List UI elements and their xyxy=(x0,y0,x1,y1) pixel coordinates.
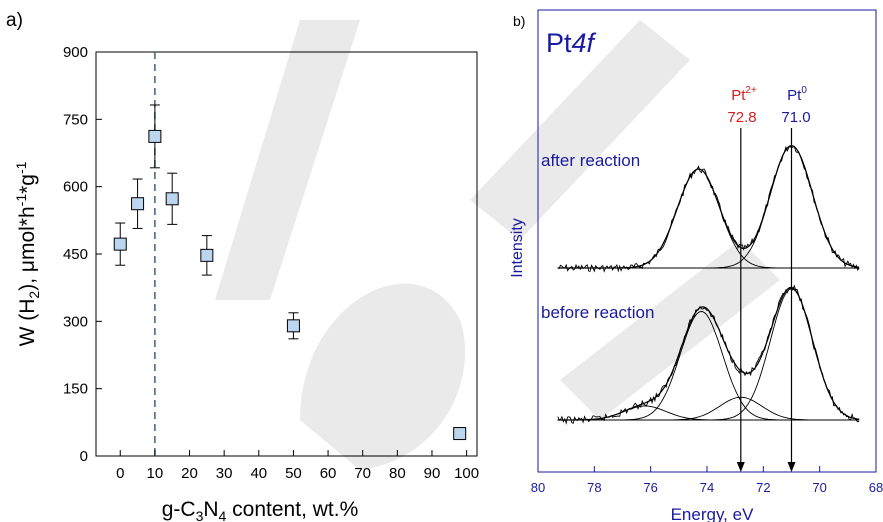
x-tick-label: 80 xyxy=(389,465,406,482)
y-tick-label: 600 xyxy=(63,179,88,196)
data-point xyxy=(200,248,214,262)
after-reaction-label: after reaction xyxy=(541,151,640,170)
x-axis-label: g-C3N4 content, wt.% xyxy=(162,498,359,522)
data-point xyxy=(131,197,145,211)
y-tick-label: 900 xyxy=(63,44,88,61)
energy-tick-label: 76 xyxy=(643,480,657,495)
energy-ticks: 80 78 76 74 72 70 68 xyxy=(531,466,883,495)
spectra xyxy=(557,144,860,425)
energy-tick-label: 70 xyxy=(812,480,826,495)
x-tick-label: 100 xyxy=(454,465,479,482)
y-tick-label: 150 xyxy=(63,381,88,398)
peak-markers xyxy=(736,128,796,472)
pt0-value: 71.0 xyxy=(781,109,810,126)
y-tick-label: 450 xyxy=(63,246,88,263)
x-tick-label: 10 xyxy=(147,465,164,482)
x-tick-label: 70 xyxy=(354,465,371,482)
energy-label: Energy, eV xyxy=(671,505,755,522)
spectrum-data xyxy=(557,284,860,425)
spectrum-data xyxy=(557,145,860,273)
data-point xyxy=(453,427,467,441)
y-tick-label: 0 xyxy=(80,448,88,465)
y-axis-label: W (H2), μmol*h-1*g-1 xyxy=(13,161,42,346)
fit-component xyxy=(557,168,860,269)
energy-tick-label: 68 xyxy=(869,480,883,495)
energy-tick-label: 78 xyxy=(587,480,601,495)
x-tick-label: 40 xyxy=(250,465,267,482)
data-point xyxy=(148,129,162,143)
energy-tick-label: 80 xyxy=(531,480,545,495)
panel-a-label: a) xyxy=(6,10,23,31)
x-tick-label: 60 xyxy=(320,465,337,482)
panel-b-label: b) xyxy=(513,13,525,29)
x-tick-label: 50 xyxy=(285,465,302,482)
x-ticks: 0 10 20 30 40 50 60 70 80 90 100 xyxy=(116,450,479,482)
data-point xyxy=(113,237,127,251)
data-point xyxy=(165,192,179,206)
spectrum-title: Pt4f xyxy=(546,28,597,58)
x-tick-label: 30 xyxy=(216,465,233,482)
pt2-value: 72.8 xyxy=(727,109,756,126)
data-points xyxy=(113,104,467,441)
x-tick-label: 20 xyxy=(181,465,198,482)
intensity-label: Intensity xyxy=(509,218,526,278)
before-reaction-label: before reaction xyxy=(541,303,654,322)
x-tick-label: 0 xyxy=(116,465,124,482)
data-point xyxy=(286,319,300,333)
peak-marker-arrow xyxy=(736,462,745,472)
panel-a: a) 0 150 300 450 600 750 900 0 10 20 30 40 50 60 70 80… xyxy=(6,10,479,522)
panel-b: b) Pt4f 80 78 76 74 72 70 68 Pt2+ 72.8 Pt0 71.… xyxy=(509,9,883,522)
y-tick-label: 300 xyxy=(63,313,88,330)
y-ticks: 0 150 300 450 600 750 900 xyxy=(63,44,102,465)
pt2-label: Pt2+ xyxy=(731,85,757,104)
pt0-label: Pt0 xyxy=(787,85,807,104)
draft-watermark xyxy=(215,20,780,470)
energy-tick-label: 74 xyxy=(700,480,714,495)
y-tick-label: 750 xyxy=(63,111,88,128)
peak-marker-arrow xyxy=(787,462,796,472)
x-tick-label: 90 xyxy=(424,465,441,482)
energy-tick-label: 72 xyxy=(756,480,770,495)
